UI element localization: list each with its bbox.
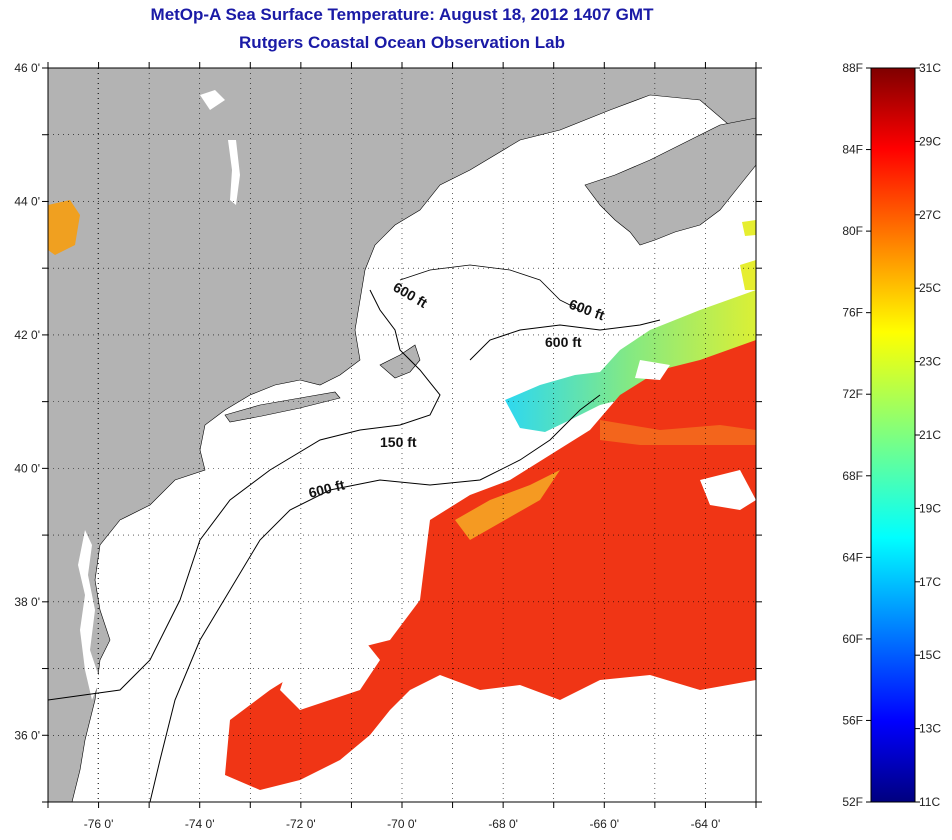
graticule-lines xyxy=(48,68,756,802)
sst-slope-warm xyxy=(455,470,560,540)
colorbar-c-label: 15C xyxy=(919,648,941,662)
map-subtitle: Rutgers Coastal Ocean Observation Lab xyxy=(239,33,565,52)
y-tick-label: 42 0' xyxy=(14,328,40,342)
colorbar xyxy=(870,67,916,803)
land-mainland xyxy=(48,68,756,802)
colorbar-c-label: 31C xyxy=(919,61,941,75)
colorbar-f-label: 56F xyxy=(842,713,863,727)
colorbar-c-label: 13C xyxy=(919,722,941,736)
colorbar-c-label: 17C xyxy=(919,575,941,589)
y-tick-label: 38 0' xyxy=(14,595,40,609)
land-nova-scotia xyxy=(584,117,756,246)
colorbar-f-label: 68F xyxy=(842,469,863,483)
map-title: MetOp-A Sea Surface Temperature: August … xyxy=(150,5,654,24)
x-tick-label: -76 0' xyxy=(84,817,114,831)
isobath-150ft xyxy=(48,289,441,701)
sst-warm-core xyxy=(600,420,756,445)
y-tick-label: 40 0' xyxy=(14,461,40,475)
map-ticks: -76 0' -74 0' -72 0' -70 0' -68 0' -66 0' -64 … xyxy=(14,61,762,831)
colorbar-f-label: 80F xyxy=(842,224,863,238)
isobath-label: 150 ft xyxy=(380,434,417,450)
x-tick-label: -68 0' xyxy=(488,817,518,831)
land-cape-cod xyxy=(379,344,421,379)
y-tick-label: 44 0' xyxy=(14,194,40,208)
colorbar-c-label: 23C xyxy=(919,355,941,369)
x-tick-label: -74 0' xyxy=(185,817,215,831)
y-tick-label: 36 0' xyxy=(14,728,40,742)
colorbar-c-label: 29C xyxy=(919,134,941,148)
colorbar-f-label: 52F xyxy=(842,795,863,809)
x-tick-label: -72 0' xyxy=(286,817,316,831)
colorbar-f-label: 84F xyxy=(842,143,863,157)
x-tick-label: -66 0' xyxy=(589,817,619,831)
delaware-bay xyxy=(118,520,135,555)
colorbar-f-label: 72F xyxy=(842,387,863,401)
sst-east-yellow xyxy=(740,220,756,290)
colorbar-c-label: 21C xyxy=(919,428,941,442)
y-tick-label: 46 0' xyxy=(14,61,40,75)
colorbar-c-label: 27C xyxy=(919,208,941,222)
land-long-island xyxy=(224,391,341,423)
colorbar-f-label: 76F xyxy=(842,306,863,320)
isobath-600ft xyxy=(149,394,601,802)
colorbar-f-label: 64F xyxy=(842,550,863,564)
colorbar-c-label: 25C xyxy=(919,281,941,295)
sst-shelf-cool xyxy=(505,290,756,432)
isobath-label: 600 ft xyxy=(545,334,582,350)
colorbar-f-label: 88F xyxy=(842,61,863,75)
lake-ontario-east xyxy=(48,200,80,255)
colorbar-c-label: 11C xyxy=(919,795,940,809)
cloud-3 xyxy=(700,470,756,510)
isobath-600ft-gulf-of-maine xyxy=(469,319,661,361)
colorbar-c-label: 19C xyxy=(919,501,941,515)
isobath-600ft-inner xyxy=(399,264,581,311)
x-tick-label: -70 0' xyxy=(387,817,417,831)
cloud-2 xyxy=(635,360,670,380)
x-tick-label: -64 0' xyxy=(691,817,721,831)
lake-champlain xyxy=(228,140,240,205)
cloud-1 xyxy=(280,630,380,710)
colorbar-f-label: 60F xyxy=(842,632,863,646)
lake-small-1 xyxy=(200,90,225,110)
chesapeake-bay xyxy=(78,530,100,700)
